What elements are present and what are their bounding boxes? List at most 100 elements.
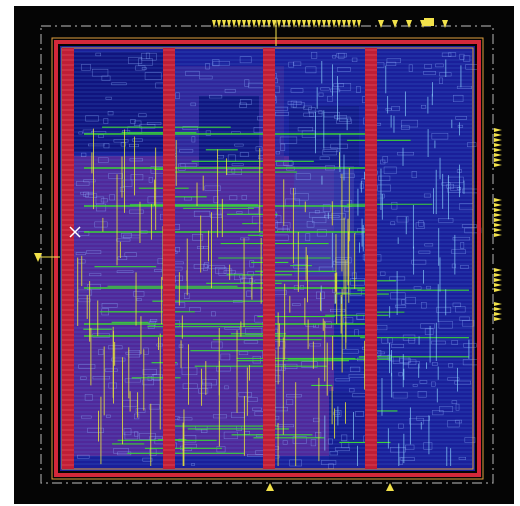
io-pin (327, 20, 331, 28)
cell-instance (327, 95, 333, 102)
cell-instance (78, 231, 90, 236)
cell-instance (343, 317, 354, 324)
cell-instance (236, 211, 243, 214)
io-pin (332, 20, 336, 28)
cell-instance (184, 292, 190, 299)
cell-instance (234, 143, 244, 147)
cell-instance (386, 61, 397, 66)
cell-instance (390, 292, 406, 300)
cell-instance (392, 391, 408, 399)
io-pin (494, 143, 502, 147)
io-pin (494, 198, 502, 202)
cell-instance (175, 247, 180, 253)
cell-instance (224, 326, 240, 330)
cell-instance (292, 102, 305, 109)
cell-instance (426, 285, 431, 290)
io-pin (257, 20, 261, 28)
cell-instance (312, 217, 327, 224)
cell-instance (453, 94, 464, 102)
cell-instance (191, 136, 196, 143)
cell-instance (399, 457, 404, 465)
cell-instance (135, 65, 146, 71)
cell-instance (457, 124, 464, 128)
cell-instance (334, 447, 350, 451)
cell-instance (202, 379, 217, 386)
power-stripe-4 (365, 48, 377, 469)
cell-instance (210, 213, 222, 219)
cell-instance (341, 434, 348, 441)
cell-instance (128, 57, 143, 64)
io-pin (494, 283, 502, 287)
cell-instance (413, 286, 422, 290)
cell-instance (439, 72, 452, 77)
cell-instance (441, 52, 452, 57)
cell-instance (111, 357, 126, 362)
cell-instance (441, 182, 451, 186)
cell-instance (335, 257, 352, 264)
io-pin (494, 203, 502, 207)
cell-instance (229, 195, 238, 201)
cell-instance (439, 77, 443, 84)
cell-instance (391, 344, 405, 348)
cell-instance (121, 233, 132, 238)
cell-instance (88, 143, 105, 147)
cell-instance (454, 380, 471, 385)
io-pin (494, 228, 502, 232)
cell-instance (154, 269, 163, 272)
cell-instance (423, 71, 436, 75)
cell-instance (243, 340, 259, 344)
cell-instance (98, 157, 109, 163)
cell-instance (116, 238, 131, 242)
cell-instance (464, 437, 476, 443)
io-pin (317, 20, 321, 28)
io-pin (494, 128, 502, 132)
cell-instance (244, 79, 250, 87)
cell-instance (109, 194, 115, 201)
cell-instance (424, 243, 434, 247)
cell-instance (117, 256, 128, 260)
io-pin (378, 20, 384, 28)
cell-instance (349, 366, 361, 372)
cell-instance (216, 446, 226, 453)
cell-instance (124, 252, 137, 257)
io-pin (287, 20, 291, 28)
cell-instance (416, 415, 430, 421)
cell-instance (303, 112, 314, 117)
cell-instance (87, 284, 101, 290)
cell-instance (336, 118, 352, 124)
cell-instance (322, 149, 337, 156)
cell-instance (451, 263, 456, 269)
stripe-hatching (62, 49, 377, 466)
io-pin (292, 20, 296, 28)
cell-instance (75, 181, 90, 186)
power-stripes (62, 48, 377, 469)
cell-instance (239, 102, 247, 108)
cell-instance (311, 52, 318, 59)
cell-instance (77, 454, 90, 459)
cell-instance (129, 158, 143, 162)
io-pin (494, 158, 502, 162)
cell-instance (401, 125, 410, 130)
cell-instance (91, 68, 109, 77)
cell-instance (212, 59, 220, 67)
cell-instance (424, 328, 434, 335)
cell-instance (135, 408, 146, 413)
cell-instance (82, 129, 94, 134)
cell-instance (431, 381, 436, 387)
cell-instance (436, 306, 452, 313)
cell-instance (301, 361, 318, 368)
cell-instance (451, 249, 466, 254)
cell-instance (398, 372, 403, 377)
cell-instance (417, 391, 427, 398)
io-pin-block (424, 18, 434, 26)
cell-instance (435, 63, 444, 68)
cell-instance (177, 417, 193, 421)
cell-instance (92, 376, 111, 380)
io-pin (494, 307, 502, 311)
cell-instance (148, 404, 160, 410)
cell-instance (463, 343, 477, 348)
cell-instance (292, 303, 301, 306)
io-pin (237, 20, 241, 28)
cell-instance (147, 322, 155, 329)
cell-instance (120, 142, 126, 147)
